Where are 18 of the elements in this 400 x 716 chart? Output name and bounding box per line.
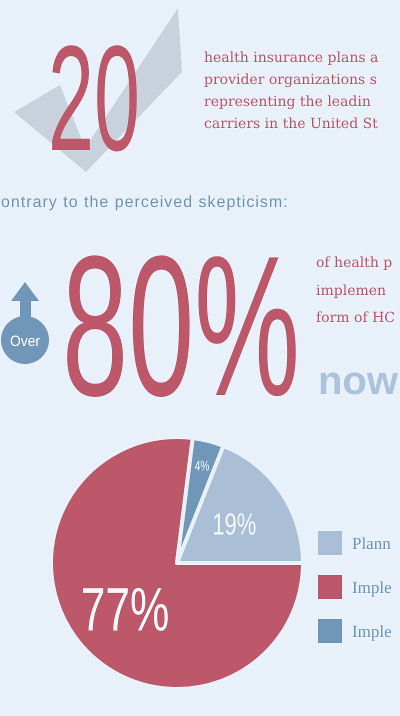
text: 20	[48, 14, 140, 182]
data-label: 19%	[212, 508, 274, 542]
text: provider organizations s	[204, 72, 377, 88]
text: 80%	[62, 214, 300, 438]
legend-label: Imple	[352, 578, 392, 597]
legend-label: Imple	[352, 622, 392, 641]
legend-label: Plann	[352, 534, 392, 553]
text: of health p	[316, 255, 392, 271]
text: implemen	[316, 283, 386, 299]
text: Over	[10, 334, 40, 350]
text: ontrary to the perceived skepticism:	[1, 194, 289, 211]
data-label: 4%	[194, 457, 216, 474]
text: carriers in the United St	[204, 116, 378, 132]
text: form of HC	[316, 310, 396, 326]
text: health insurance plans a	[204, 50, 378, 66]
data-label: 77%	[80, 575, 204, 644]
text: representing the leadin	[204, 94, 371, 110]
text: now	[318, 359, 399, 403]
